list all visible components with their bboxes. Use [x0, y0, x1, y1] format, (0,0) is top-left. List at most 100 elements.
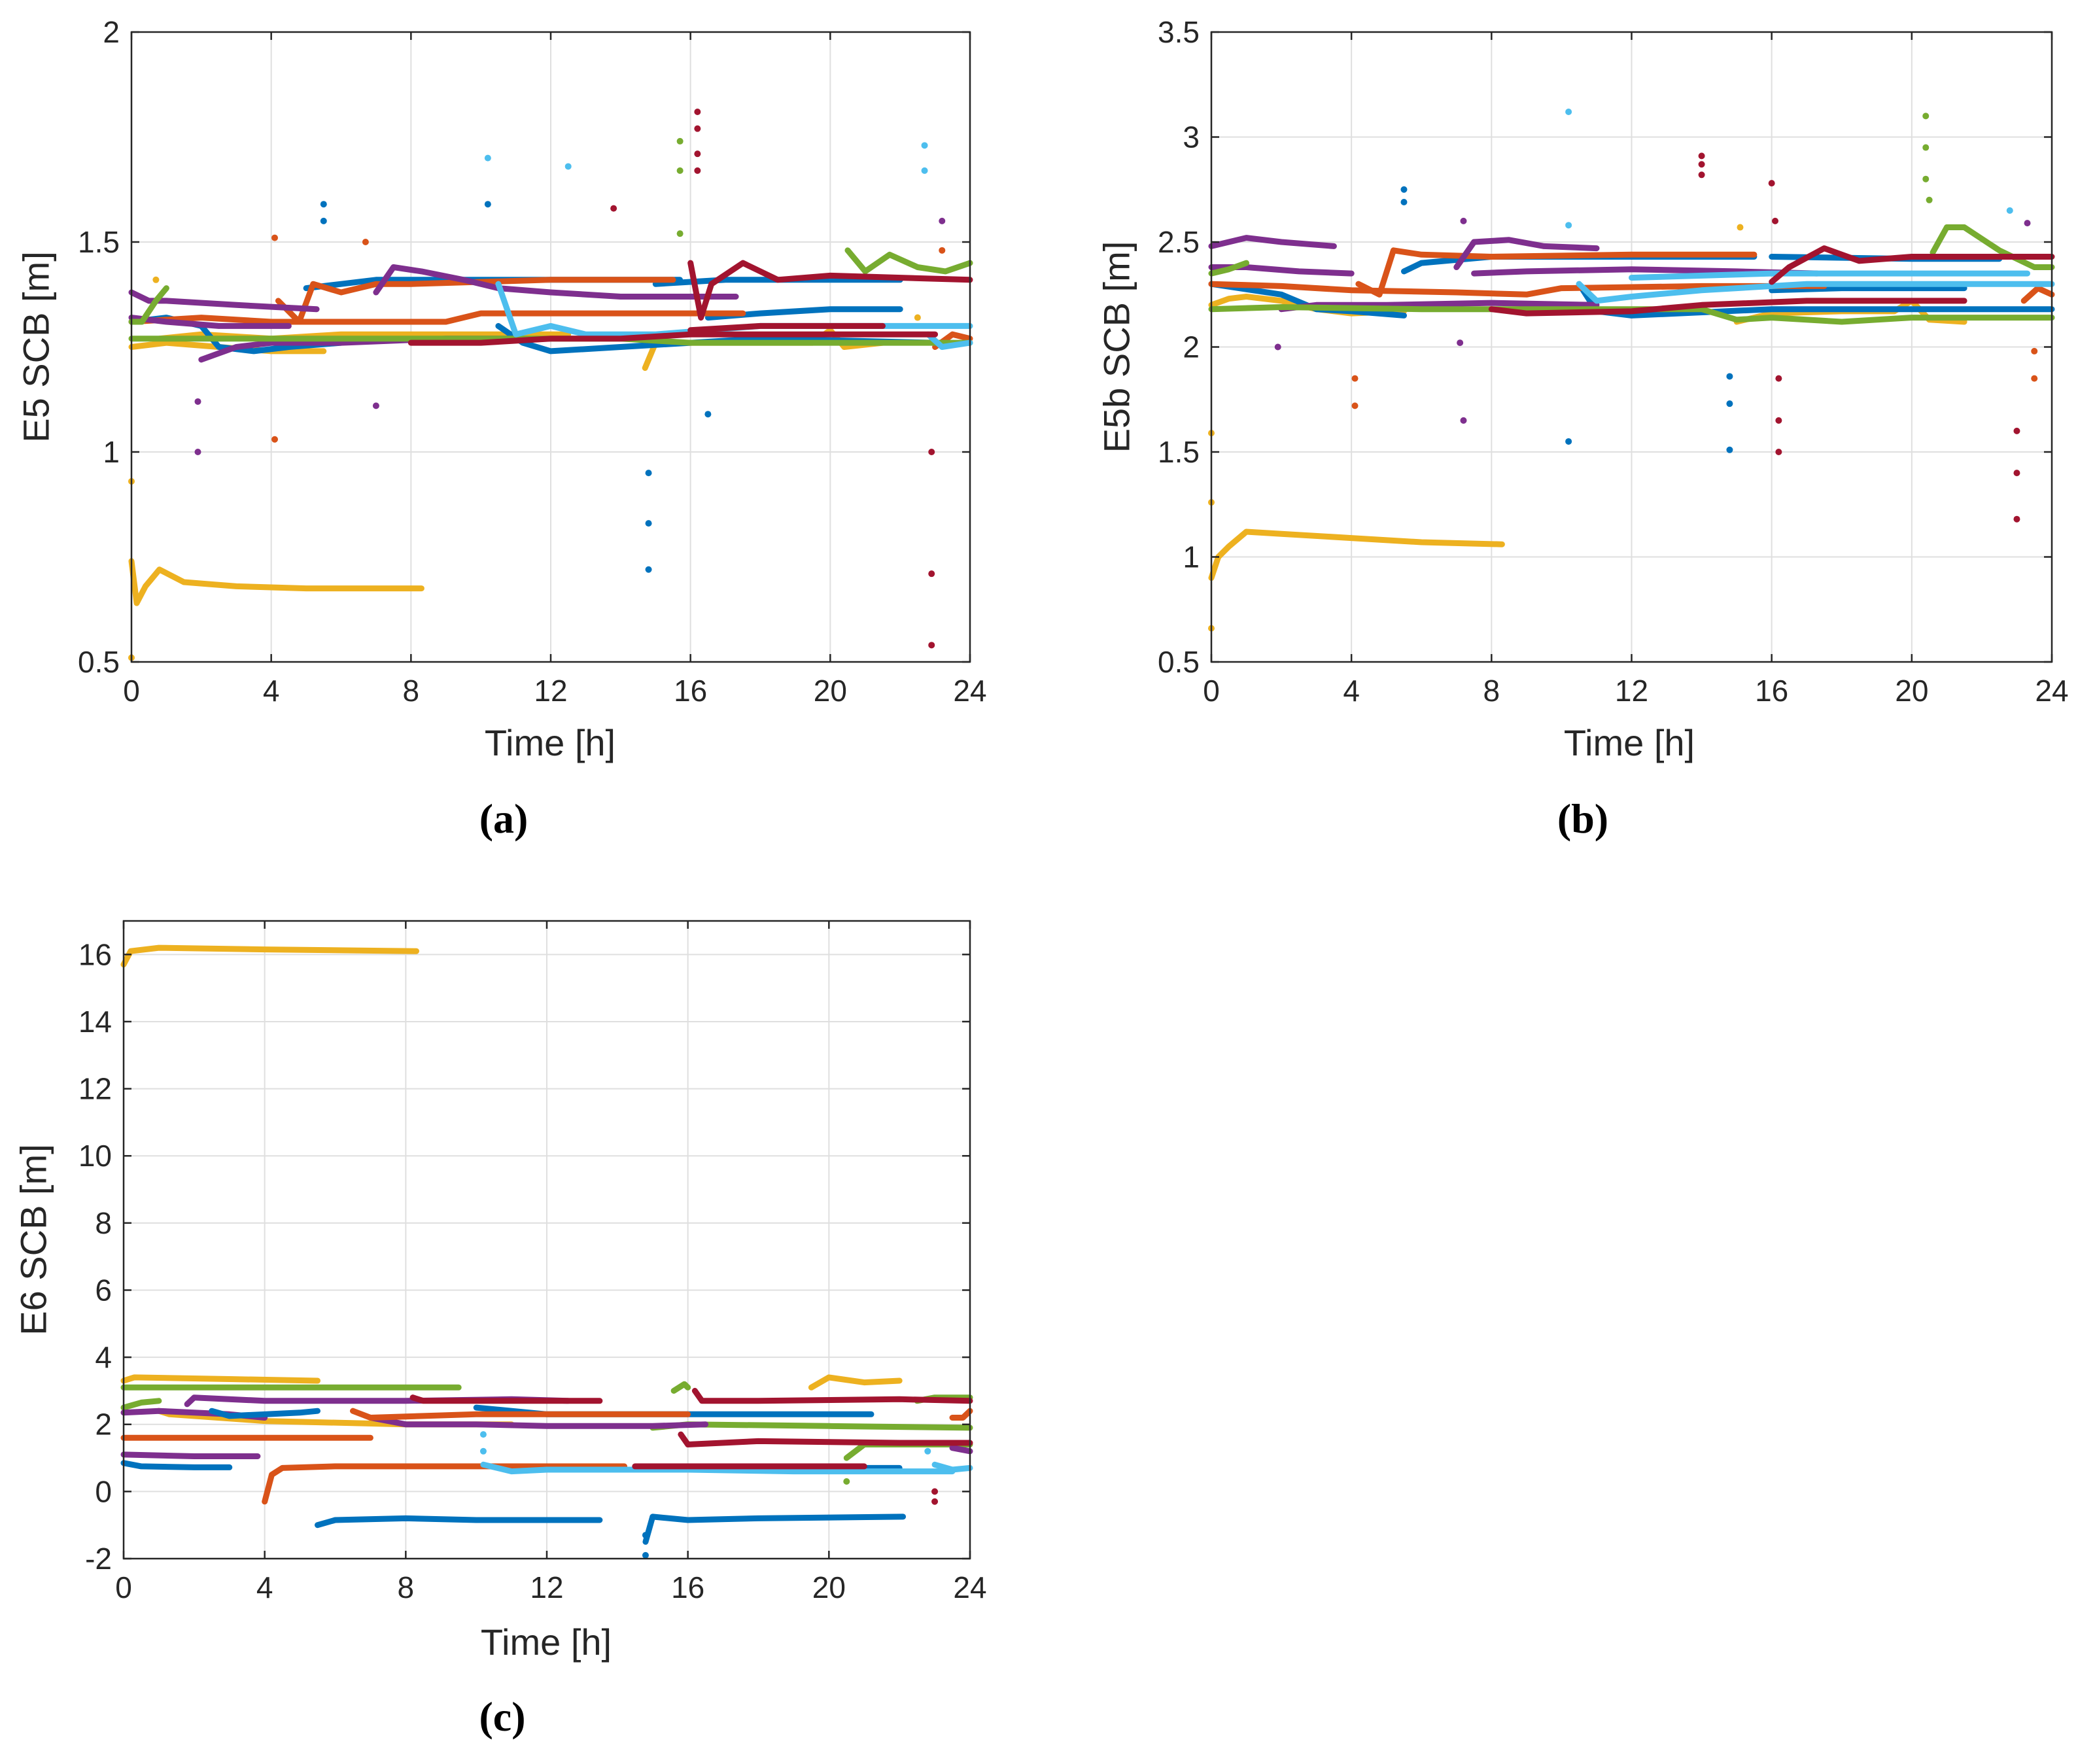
x-tick-label: 0: [1203, 674, 1220, 708]
series-yellow: [128, 558, 424, 606]
outlier-point-green: [676, 137, 684, 145]
series-red: [407, 331, 939, 346]
outlier-point-yellow: [914, 314, 921, 321]
outlier-point-orange: [939, 247, 946, 254]
y-tick-label: 2: [103, 15, 120, 49]
series-red: [678, 1431, 973, 1447]
outlier-point-purple: [1460, 417, 1467, 424]
series-green: [670, 1381, 691, 1394]
outlier-point-red: [931, 1488, 939, 1495]
outlier-point-cyan: [924, 1447, 931, 1455]
outlier-point-orange: [362, 239, 369, 245]
series-cyan: [1576, 281, 2055, 304]
outlier-point-red: [1698, 161, 1705, 168]
subfigure-caption: (a): [479, 795, 528, 842]
series-yellow: [808, 1374, 903, 1391]
outlier-point-cyan: [484, 154, 491, 162]
x-tick-label: 20: [814, 674, 847, 708]
y-tick-label: 14: [78, 1005, 112, 1039]
series-green: [120, 1398, 162, 1411]
y-tick-label: 1.5: [78, 225, 120, 259]
y-tick-label: 6: [95, 1273, 112, 1307]
series-purple: [373, 264, 739, 300]
outlier-point-cyan: [1565, 222, 1572, 229]
x-tick-label: 8: [403, 674, 420, 708]
y-tick-label: 2: [1183, 330, 1200, 364]
series-red: [1488, 298, 1967, 317]
series-cyan: [480, 1461, 956, 1475]
outlier-point-red: [694, 108, 701, 115]
x-axis-label: Time [h]: [1564, 722, 1695, 763]
x-tick-label: 4: [1343, 674, 1360, 708]
outlier-point-cyan: [564, 163, 572, 170]
outlier-point-red: [610, 205, 617, 212]
series-purple: [128, 315, 292, 329]
outlier-point-red: [1698, 152, 1705, 160]
series-green: [1208, 304, 2055, 325]
outlier-point-purple: [194, 398, 201, 405]
x-tick-label: 24: [2035, 674, 2068, 708]
outlier-point-blue: [704, 411, 712, 418]
outlier-point-blue: [1400, 186, 1408, 193]
x-tick-label: 8: [398, 1570, 415, 1604]
y-tick-label: 3.5: [1158, 15, 1200, 49]
outlier-point-purple: [1274, 343, 1281, 351]
outlier-point-cyan: [1565, 108, 1572, 115]
series-red: [687, 260, 973, 321]
outlier-point-orange: [1351, 375, 1359, 382]
x-axis-label: Time [h]: [485, 722, 615, 763]
outlier-point-cyan: [921, 142, 928, 149]
x-tick-label: 0: [123, 674, 140, 708]
x-tick-label: 16: [671, 1570, 704, 1604]
series-orange: [275, 277, 676, 325]
y-tick-label: 2.5: [1158, 225, 1200, 259]
outlier-point-blue: [484, 201, 491, 208]
series-purple: [949, 1445, 973, 1455]
outlier-point-cyan: [2006, 207, 2013, 214]
outlier-point-purple: [372, 402, 379, 409]
series-purple: [1208, 235, 1337, 249]
x-tick-label: 24: [953, 674, 986, 708]
series-purple: [128, 289, 320, 313]
panel-b: 0 4 8 12 16 20 24 0.5 1 1.5 2 2.5 3 3.5 Time [h] E5b SC…: [1096, 15, 2069, 842]
outlier-point-green: [1922, 112, 1930, 120]
outlier-point-red: [1768, 180, 1775, 187]
series-red: [691, 1387, 973, 1404]
outlier-point-cyan: [479, 1447, 487, 1455]
series-green: [1930, 224, 2055, 270]
x-tick-label: 20: [812, 1570, 846, 1604]
y-tick-label: 1: [1183, 540, 1200, 574]
outlier-point-blue: [1565, 438, 1572, 445]
x-tick-label: 16: [1755, 674, 1788, 708]
outlier-point-blue: [1726, 446, 1733, 453]
series-green: [128, 285, 169, 325]
subfigure-caption: (b): [1557, 795, 1608, 842]
x-tick-label: 24: [953, 1570, 986, 1604]
series-orange: [949, 1408, 973, 1421]
series-yellow: [120, 1374, 320, 1384]
series-orange: [1208, 281, 1827, 298]
outlier-point-green: [1922, 144, 1930, 151]
y-tick-label: 10: [78, 1139, 112, 1173]
x-tick-label: 0: [115, 1570, 132, 1604]
outlier-point-blue: [645, 566, 652, 573]
series-orange: [128, 310, 746, 325]
outlier-point-orange: [271, 234, 279, 241]
outlier-point-blue: [645, 470, 652, 477]
outlier-point-green: [1922, 175, 1930, 182]
x-tick-label: 8: [1483, 674, 1500, 708]
outlier-point-yellow: [1737, 224, 1744, 231]
x-tick-label: 20: [1895, 674, 1928, 708]
series-blue: [315, 1515, 603, 1529]
y-tick-label: 0: [95, 1474, 112, 1508]
series-cyan: [931, 1461, 973, 1473]
outlier-point-purple: [1460, 217, 1467, 224]
series-blue: [1769, 285, 1967, 294]
outlier-point-blue: [320, 217, 327, 224]
outlier-point-red: [1698, 171, 1705, 179]
outlier-point-blue: [642, 1551, 649, 1559]
series-yellow: [120, 944, 419, 968]
series-blue: [209, 1408, 320, 1419]
outlier-point-red: [1775, 449, 1782, 455]
